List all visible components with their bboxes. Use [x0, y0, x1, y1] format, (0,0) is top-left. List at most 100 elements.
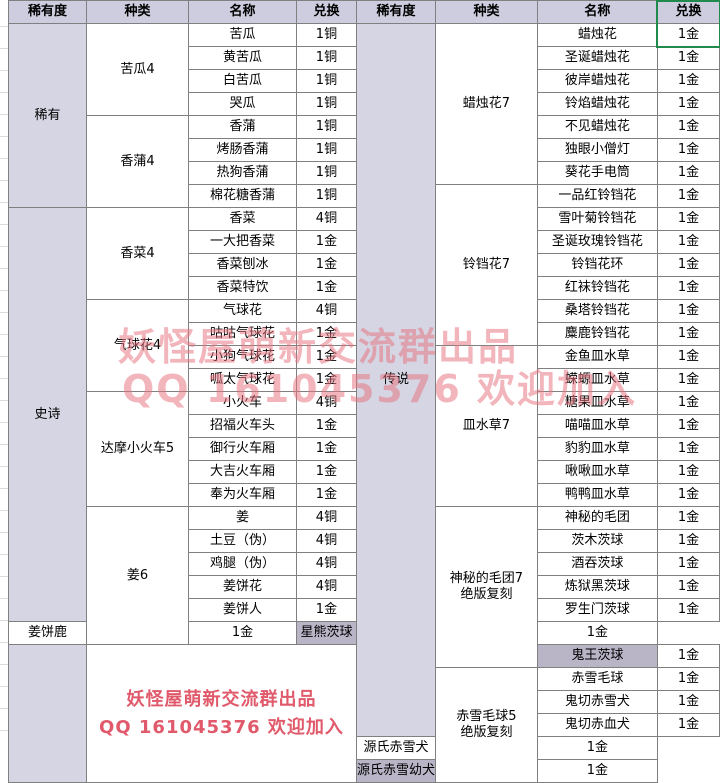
- item-cost-cell-left[interactable]: 1铜: [295, 115, 357, 139]
- item-cost-cell-left[interactable]: 1金: [295, 368, 357, 392]
- item-name-cell-right[interactable]: 赤雪毛球: [536, 667, 658, 691]
- item-cost-cell-left[interactable]: 4铜: [295, 207, 357, 231]
- item-name-cell-right[interactable]: 麋鹿铃铛花: [536, 322, 658, 346]
- item-name-cell-right[interactable]: 炼狱黑茨球: [536, 575, 658, 599]
- kind-cell-right[interactable]: 铃铛花7: [434, 184, 538, 346]
- item-name-cell-left[interactable]: 白苦瓜: [187, 69, 297, 93]
- rarity-cell-left[interactable]: 稀有: [8, 23, 87, 208]
- item-cost-cell-left[interactable]: 4铜: [295, 529, 357, 553]
- item-name-cell-right[interactable]: 源氏赤雪犬: [355, 736, 436, 760]
- kind-cell-left[interactable]: 苦瓜4: [85, 23, 189, 116]
- item-name-cell-left[interactable]: 姜: [187, 506, 297, 530]
- item-name-cell-left[interactable]: 姜饼花: [187, 575, 297, 599]
- item-name-cell-left[interactable]: 招福火车头: [187, 414, 297, 438]
- item-name-cell-left[interactable]: 奉为火车厢: [187, 483, 297, 507]
- item-name-cell-left[interactable]: 苦瓜: [187, 23, 297, 47]
- item-cost-cell-left[interactable]: 1金: [295, 460, 357, 484]
- item-cost-cell-right[interactable]: 1金: [656, 644, 720, 668]
- item-name-cell-left[interactable]: 气球花: [187, 299, 297, 323]
- item-name-cell-left[interactable]: 土豆（伪）: [187, 529, 297, 553]
- item-name-cell-left[interactable]: 热狗香蒲: [187, 161, 297, 185]
- item-name-cell-right[interactable]: 啾啾皿水草: [536, 460, 658, 484]
- item-cost-cell-left[interactable]: 1铜: [295, 23, 357, 47]
- item-cost-cell-right[interactable]: 1金: [656, 276, 720, 300]
- item-cost-cell-right[interactable]: 1金: [656, 345, 720, 369]
- item-name-cell-right[interactable]: 鸭鸭皿水草: [536, 483, 658, 507]
- header-kind[interactable]: 种类: [85, 0, 189, 24]
- item-cost-cell-left[interactable]: 1金: [295, 322, 357, 346]
- item-name-cell-left[interactable]: 姜饼鹿: [8, 621, 87, 645]
- item-name-cell-right[interactable]: 罗生门茨球: [536, 598, 658, 622]
- item-name-cell-left[interactable]: 香菜刨冰: [187, 253, 297, 277]
- item-name-cell-right[interactable]: 酒吞茨球: [536, 552, 658, 576]
- item-name-cell-right[interactable]: 鬼王茨球: [536, 644, 658, 668]
- item-name-cell-right[interactable]: 鬼切赤雪犬: [536, 690, 658, 714]
- item-cost-cell-right[interactable]: 1金: [656, 322, 720, 346]
- item-cost-cell-right[interactable]: 1金: [656, 46, 720, 70]
- item-cost-cell-right[interactable]: 1金: [656, 506, 720, 530]
- item-name-cell-right[interactable]: 鬼切赤血犬: [536, 713, 658, 737]
- header-rarity-2[interactable]: 稀有度: [355, 0, 436, 24]
- header-cost[interactable]: 兑换: [295, 0, 357, 24]
- item-cost-cell-right[interactable]: 1金: [656, 598, 720, 622]
- item-name-cell-right[interactable]: 铃铛花环: [536, 253, 658, 277]
- item-cost-cell-right[interactable]: 1金: [656, 552, 720, 576]
- item-name-cell-right[interactable]: 金鱼皿水草: [536, 345, 658, 369]
- item-name-cell-right[interactable]: 独眼小僧灯: [536, 138, 658, 162]
- item-name-cell-right[interactable]: 茨木茨球: [536, 529, 658, 553]
- item-name-cell-left[interactable]: 烤肠香蒲: [187, 138, 297, 162]
- item-cost-cell-left[interactable]: 1金: [295, 253, 357, 277]
- item-cost-cell-left[interactable]: 1铜: [295, 161, 357, 185]
- item-cost-cell-right[interactable]: 1金: [656, 161, 720, 185]
- item-name-cell-left[interactable]: 小狗气球花: [187, 345, 297, 369]
- item-name-cell-left[interactable]: 大吉火车厢: [187, 460, 297, 484]
- item-cost-cell-right[interactable]: 1金: [656, 184, 720, 208]
- kind-cell-right[interactable]: 赤雪毛球5 绝版复刻: [434, 667, 538, 783]
- item-name-cell-right[interactable]: 星熊茨球: [295, 621, 357, 645]
- rarity-cell-empty-left[interactable]: [8, 644, 87, 783]
- item-cost-cell-right[interactable]: 1金: [656, 667, 720, 691]
- item-name-cell-right[interactable]: 一品红铃铛花: [536, 184, 658, 208]
- item-cost-cell-right[interactable]: 1金: [656, 414, 720, 438]
- item-cost-cell-left[interactable]: 1金: [295, 483, 357, 507]
- item-cost-cell-right[interactable]: 1金: [656, 207, 720, 231]
- item-name-cell-left[interactable]: 御行火车厢: [187, 437, 297, 461]
- rarity-cell-left[interactable]: 史诗: [8, 207, 87, 622]
- item-cost-cell-right[interactable]: 1金: [656, 460, 720, 484]
- item-cost-cell-left[interactable]: 1铜: [295, 92, 357, 116]
- item-cost-cell-right[interactable]: 1金: [536, 759, 658, 783]
- item-name-cell-right[interactable]: 桑塔铃铛花: [536, 299, 658, 323]
- item-cost-cell-right[interactable]: 1金: [656, 483, 720, 507]
- item-cost-cell-right[interactable]: 1金: [656, 92, 720, 116]
- kind-cell-left[interactable]: 香菜4: [85, 207, 189, 300]
- item-name-cell-right[interactable]: 圣诞玫瑰铃铛花: [536, 230, 658, 254]
- item-name-cell-left[interactable]: 黄苦瓜: [187, 46, 297, 70]
- item-cost-cell-right[interactable]: 1金: [656, 713, 720, 737]
- exchange-table[interactable]: 稀有度 种类 名称 兑换 稀有度 种类 名称 兑换 稀有 苦瓜4 苦瓜 1铜 传说 蜡烛花7 蜡烛花 1金 黄苦…: [8, 0, 720, 783]
- promo-note-cell[interactable]: 妖怪屋萌新交流群出品 QQ 161045376 欢迎加入: [85, 644, 357, 783]
- item-name-cell-right[interactable]: 铃焰蜡烛花: [536, 92, 658, 116]
- kind-cell-left[interactable]: 姜6: [85, 506, 189, 645]
- item-cost-cell-left[interactable]: 1金: [295, 230, 357, 254]
- item-cost-cell-left[interactable]: 4铜: [295, 391, 357, 415]
- item-cost-cell-right[interactable]: 1金: [536, 736, 658, 760]
- item-name-cell-right[interactable]: 红袜铃铛花: [536, 276, 658, 300]
- item-name-cell-right[interactable]: 蜡烛花: [536, 23, 658, 47]
- item-cost-cell-left[interactable]: 4铜: [295, 575, 357, 599]
- item-cost-cell-right[interactable]: 1金: [656, 115, 720, 139]
- item-name-cell-left[interactable]: 香菜特饮: [187, 276, 297, 300]
- header-name-2[interactable]: 名称: [536, 0, 658, 24]
- item-cost-cell-right[interactable]: 1金: [656, 253, 720, 277]
- kind-cell-left[interactable]: 气球花4: [85, 299, 189, 392]
- item-cost-cell-left[interactable]: 4铜: [295, 299, 357, 323]
- kind-cell-right[interactable]: 神秘的毛团7 绝版复刻: [434, 506, 538, 668]
- item-cost-cell-left[interactable]: 1金: [295, 437, 357, 461]
- item-cost-cell-left[interactable]: 4铜: [295, 552, 357, 576]
- item-cost-cell-left[interactable]: 1金: [295, 414, 357, 438]
- item-cost-cell-left[interactable]: 4铜: [295, 506, 357, 530]
- item-name-cell-left[interactable]: 棉花糖香蒲: [187, 184, 297, 208]
- item-cost-cell-left[interactable]: 1金: [295, 276, 357, 300]
- item-name-cell-right[interactable]: 喵喵皿水草: [536, 414, 658, 438]
- item-name-cell-left[interactable]: 姜饼人: [187, 598, 297, 622]
- item-name-cell-left[interactable]: 鸡腿（伪）: [187, 552, 297, 576]
